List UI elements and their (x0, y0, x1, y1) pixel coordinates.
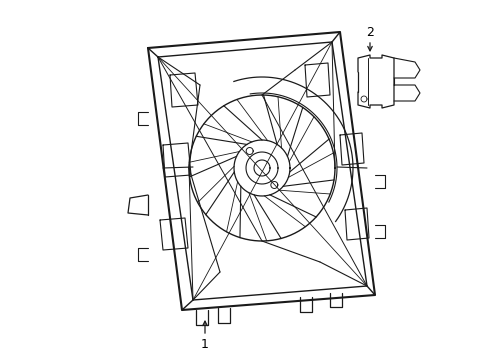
Text: 2: 2 (366, 27, 373, 40)
Text: 1: 1 (201, 338, 208, 351)
